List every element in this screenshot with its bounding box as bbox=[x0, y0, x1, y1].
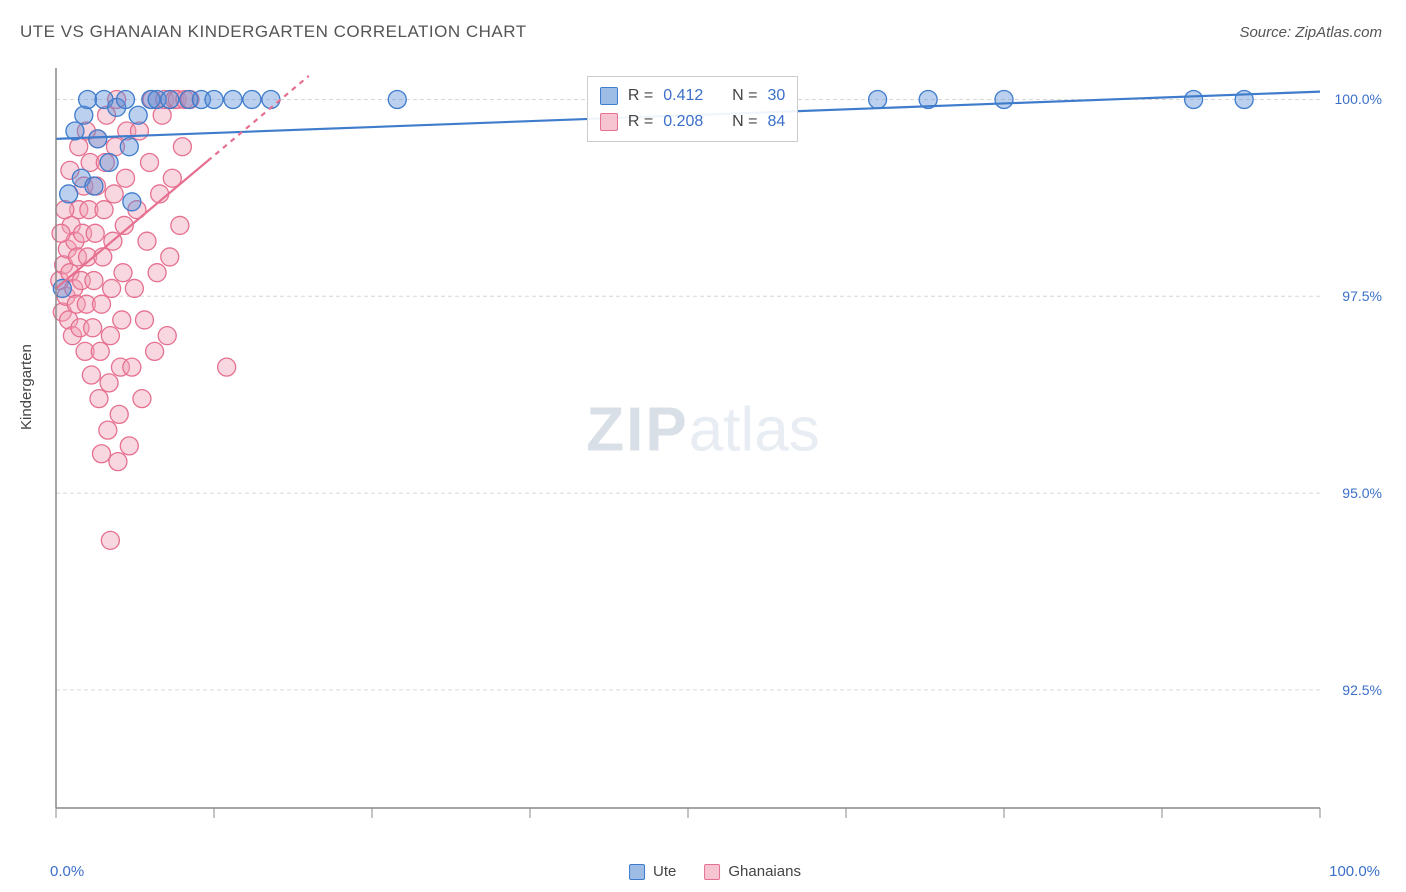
ghanaians-point bbox=[101, 531, 119, 549]
ghanaians-point bbox=[138, 232, 156, 250]
ghanaians-point bbox=[125, 279, 143, 297]
legend-item-ghanaians: Ghanaians bbox=[704, 863, 801, 880]
ghanaians-point bbox=[93, 295, 111, 313]
ghanaians-point bbox=[93, 445, 111, 463]
ghanaians-fit-line-dashed bbox=[208, 76, 309, 161]
ghanaians-swatch bbox=[600, 113, 618, 131]
y-tick-label: 95.0% bbox=[1342, 485, 1382, 501]
ute-point bbox=[262, 90, 280, 108]
ghanaians-point bbox=[110, 405, 128, 423]
ghanaians-point bbox=[52, 224, 70, 242]
ghanaians-point bbox=[120, 437, 138, 455]
y-axis-label: Kindergarten bbox=[18, 344, 35, 430]
stats-legend: R = 0.412 N = 30R = 0.208 N = 84 bbox=[587, 76, 798, 142]
x-max-label: 100.0% bbox=[1329, 863, 1380, 880]
ghanaians-point bbox=[82, 366, 100, 384]
ute-point bbox=[995, 90, 1013, 108]
ute-point bbox=[1185, 90, 1203, 108]
chart-plot-area: R = 0.412 N = 30R = 0.208 N = 84 92.5% 95… bbox=[50, 60, 1380, 830]
ute-point bbox=[89, 130, 107, 148]
ghanaians-point bbox=[141, 153, 159, 171]
y-tick-label: 100.0% bbox=[1335, 91, 1382, 107]
ghanaians-point bbox=[56, 201, 74, 219]
ute-point bbox=[123, 193, 141, 211]
stats-legend-row: R = 0.412 N = 30 bbox=[600, 83, 785, 109]
ute-point bbox=[79, 90, 97, 108]
ghanaians-point bbox=[114, 264, 132, 282]
ute-point bbox=[129, 106, 147, 124]
chart-svg bbox=[50, 60, 1380, 830]
ghanaians-point bbox=[103, 279, 121, 297]
ghanaians-point bbox=[84, 319, 102, 337]
ute-point bbox=[224, 90, 242, 108]
ghanaians-point bbox=[148, 264, 166, 282]
ghanaians-point bbox=[135, 311, 153, 329]
ghanaians-point bbox=[161, 248, 179, 266]
ute-point bbox=[388, 90, 406, 108]
ghanaians-point bbox=[91, 342, 109, 360]
ute-point bbox=[120, 138, 138, 156]
ute-swatch-icon bbox=[629, 864, 645, 880]
ute-point bbox=[75, 106, 93, 124]
ghanaians-point bbox=[85, 272, 103, 290]
y-tick-label: 97.5% bbox=[1342, 288, 1382, 304]
ghanaians-point bbox=[94, 248, 112, 266]
ghanaians-point bbox=[105, 185, 123, 203]
x-axis-row: 0.0% Ute Ghanaians 100.0% bbox=[50, 856, 1380, 880]
ute-point bbox=[100, 153, 118, 171]
source-label: Source: ZipAtlas.com bbox=[1239, 24, 1382, 41]
ute-point bbox=[205, 90, 223, 108]
ghanaians-swatch-icon bbox=[704, 864, 720, 880]
ghanaians-point bbox=[90, 390, 108, 408]
ute-point bbox=[243, 90, 261, 108]
series-legend: Ute Ghanaians bbox=[629, 863, 801, 880]
ute-point bbox=[869, 90, 887, 108]
ute-point bbox=[161, 90, 179, 108]
chart-title: UTE VS GHANAIAN KINDERGARTEN CORRELATION… bbox=[20, 22, 527, 42]
ghanaians-point bbox=[173, 138, 191, 156]
ute-point bbox=[117, 90, 135, 108]
ghanaians-point bbox=[123, 358, 141, 376]
ghanaians-point bbox=[171, 216, 189, 234]
ghanaians-point bbox=[86, 224, 104, 242]
ghanaians-point bbox=[117, 169, 135, 187]
ute-point bbox=[85, 177, 103, 195]
ghanaians-point bbox=[101, 327, 119, 345]
y-tick-label: 92.5% bbox=[1342, 682, 1382, 698]
x-min-label: 0.0% bbox=[50, 863, 84, 880]
ghanaians-point bbox=[158, 327, 176, 345]
ghanaians-point bbox=[113, 311, 131, 329]
ghanaians-point bbox=[218, 358, 236, 376]
ute-swatch bbox=[600, 87, 618, 105]
ghanaians-point bbox=[146, 342, 164, 360]
ghanaians-point bbox=[100, 374, 118, 392]
ghanaians-point bbox=[109, 453, 127, 471]
ghanaians-point bbox=[99, 421, 117, 439]
legend-item-ute: Ute bbox=[629, 863, 676, 880]
ghanaians-point bbox=[95, 201, 113, 219]
ghanaians-point bbox=[133, 390, 151, 408]
ute-point bbox=[60, 185, 78, 203]
stats-legend-row: R = 0.208 N = 84 bbox=[600, 109, 785, 135]
